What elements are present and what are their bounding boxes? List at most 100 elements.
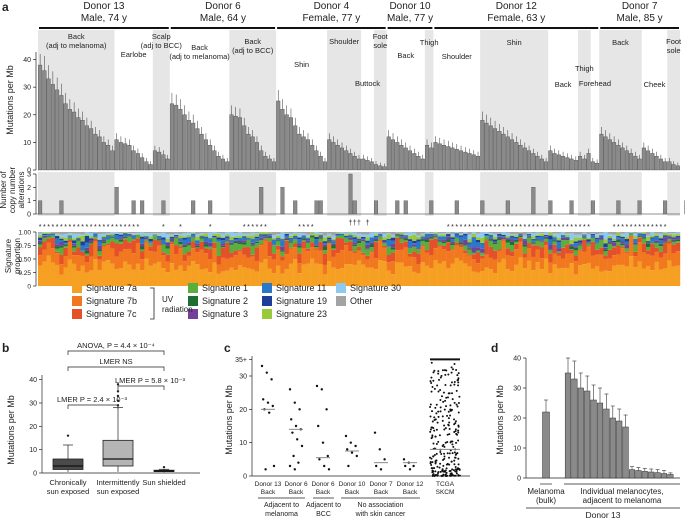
sig-segment [254,232,260,234]
mutation-bar [254,142,259,171]
mutation-bar [297,133,302,171]
sig-segment [216,237,222,240]
c-point-tcga [453,380,456,383]
panel-d-ylabel: Mutations per Mb [495,385,505,455]
sig-segment [80,235,85,242]
sig-segment [182,239,188,245]
sig-segment [229,252,234,258]
sig-segment [89,236,94,239]
cn-bar [161,200,166,215]
sig-segment [186,232,192,235]
sig-segment [318,233,324,235]
site-label: Shin [294,60,309,69]
sig-segment [454,245,460,258]
sig-segment [556,255,562,269]
sig-segment [118,234,124,237]
star-marker: * [111,224,114,231]
c-col-label: TCGA [436,481,455,488]
sig-segment [577,237,583,241]
sig-segment [458,242,464,245]
mutation-bar [250,136,255,171]
mutation-bar [369,161,374,171]
c-point-tcga [435,443,438,446]
c-point [383,458,386,461]
sig-segment [616,254,621,265]
c-point [293,468,296,471]
sig-segment [331,249,336,257]
sig-segment [480,253,485,256]
mutation-bar [658,158,663,171]
sig-segment [412,243,417,245]
c-point [402,458,406,461]
sig-segment [38,240,43,244]
sig-segment [501,232,506,235]
sig-segment [246,247,251,258]
sig-segment [144,233,149,236]
sig-segment [97,245,102,250]
sig-segment [55,232,60,234]
sig-segment [458,233,464,235]
b-anova-bracket [67,350,165,355]
sig-segment [42,234,47,236]
sig-segment [38,265,43,286]
sig-segment [212,232,217,234]
mutation-bar [675,165,680,171]
sig-segment [361,239,366,242]
sig-segment [535,249,540,263]
sig-segment [310,247,315,259]
sig-segment [514,237,519,240]
site-label: Back [612,38,629,47]
mutation-bar [382,166,387,171]
sig-segment [114,239,119,244]
sig-segment [471,271,477,286]
sig-segment [339,232,345,234]
sig-segment [522,238,528,239]
sig-segment [165,241,171,243]
sig-segment [412,271,417,286]
site-label: Scalp [152,32,171,41]
c-point-tcga [437,372,440,375]
sig-segment [110,263,115,286]
sig-segment [365,237,370,241]
sig-segment [535,234,540,236]
sig-segment [178,241,183,245]
sig-segment [123,238,128,240]
sig-segment [535,239,540,241]
sig-segment [369,251,375,253]
sig-segment [556,232,562,234]
sig-segment [280,260,285,274]
mutation-bar [493,128,498,171]
star-marker: * [647,224,650,231]
mutation-bar [46,78,51,171]
b-y-tick-label: 30 [29,401,37,408]
sig-segment [454,257,460,286]
sig-segment [586,239,591,242]
sig-segment [522,239,528,241]
sig-segment [331,235,336,239]
c-point-tcga [437,370,440,373]
c-col-label: Donor 6 [284,481,308,488]
sig-segment [106,243,111,246]
c-point-tcga [430,457,433,460]
b-box [52,458,84,470]
sig-segment [348,237,353,240]
sig-segment [293,236,298,239]
sig-segment [492,239,498,242]
sig-segment [573,243,579,247]
mutation-bar [144,161,149,171]
c-point-tcga [432,379,435,382]
sig-segment [118,251,124,269]
sig-segment [373,240,379,242]
c-y-tick-label: 20 [239,407,247,414]
c-point-tcga [451,440,454,443]
star-marker: * [60,224,63,231]
sig-segment [42,241,47,250]
sig-segment [552,235,557,238]
star-marker: * [39,224,42,231]
mutation-bar [284,114,289,171]
sig-segment [169,237,175,239]
sig-segment [305,248,311,252]
mutation-bar [527,150,532,171]
sig-segment [586,237,591,240]
sig-segment [327,244,332,262]
